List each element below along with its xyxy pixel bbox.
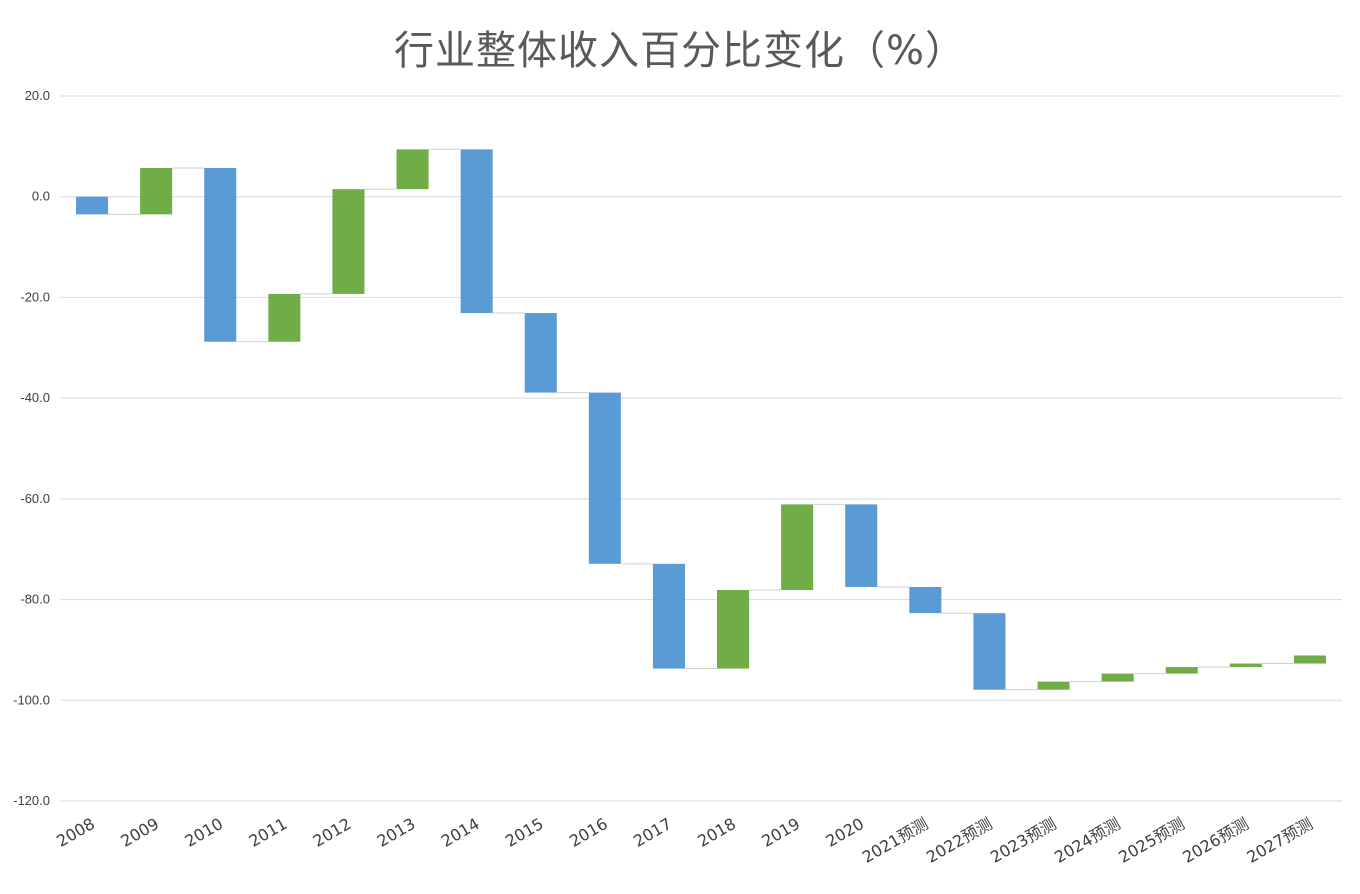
waterfall-bar bbox=[781, 504, 814, 591]
waterfall-bar bbox=[204, 168, 237, 342]
x-tick-label: 2015 bbox=[502, 814, 547, 851]
waterfall-bar bbox=[268, 293, 301, 342]
waterfall-bar bbox=[717, 590, 750, 669]
x-tick-label: 2027预测 bbox=[1243, 814, 1315, 867]
waterfall-bar bbox=[1293, 655, 1326, 664]
waterfall-bar bbox=[909, 586, 942, 614]
x-tick-label: 2008 bbox=[53, 814, 98, 851]
waterfall-bar bbox=[845, 504, 878, 587]
waterfall-bar bbox=[1229, 663, 1262, 668]
chart-title: 行业整体收入百分比变化（%） bbox=[393, 28, 966, 74]
x-tick-label: 2024预测 bbox=[1051, 814, 1123, 867]
y-tick-label: 20.0 bbox=[25, 88, 50, 103]
waterfall-bar bbox=[140, 168, 173, 215]
x-tick-label: 2010 bbox=[181, 814, 226, 851]
y-tick-label: -20.0 bbox=[20, 289, 50, 304]
y-tick-label: 0.0 bbox=[32, 189, 50, 204]
waterfall-bar bbox=[1101, 673, 1134, 682]
y-tick-label: -60.0 bbox=[20, 491, 50, 506]
waterfall-bar bbox=[588, 392, 621, 564]
x-tick-label: 2019 bbox=[758, 814, 803, 851]
waterfall-bar bbox=[460, 149, 493, 314]
y-tick-label: -100.0 bbox=[13, 692, 50, 707]
x-tick-label: 2014 bbox=[438, 814, 483, 851]
x-tick-label: 2012 bbox=[310, 814, 355, 851]
waterfall-bar bbox=[652, 563, 685, 669]
waterfall-bar bbox=[973, 613, 1006, 690]
y-tick-label: -80.0 bbox=[20, 592, 50, 607]
waterfall-bar bbox=[1165, 667, 1198, 674]
x-tick-label: 2009 bbox=[117, 814, 162, 851]
x-tick-label: 2025预测 bbox=[1115, 814, 1187, 867]
x-tick-label: 2023预测 bbox=[987, 814, 1059, 867]
x-tick-label: 2026预测 bbox=[1179, 814, 1251, 867]
x-tick-label: 2016 bbox=[566, 814, 611, 851]
waterfall-bar bbox=[396, 149, 429, 190]
waterfall-bar bbox=[1037, 681, 1070, 690]
x-tick-label: 2021预测 bbox=[859, 814, 931, 867]
x-tick-label: 2020 bbox=[822, 814, 867, 851]
x-tick-label: 2013 bbox=[374, 814, 419, 851]
y-tick-label: -120.0 bbox=[13, 793, 50, 808]
y-tick-label: -40.0 bbox=[20, 390, 50, 405]
x-tick-label: 2017 bbox=[630, 814, 675, 851]
waterfall-bar bbox=[76, 196, 109, 215]
x-tick-label: 2022预测 bbox=[923, 814, 995, 867]
x-tick-label: 2018 bbox=[694, 814, 739, 851]
waterfall-bar bbox=[524, 313, 557, 393]
x-tick-label: 2011 bbox=[246, 814, 291, 851]
waterfall-bar bbox=[332, 189, 365, 294]
